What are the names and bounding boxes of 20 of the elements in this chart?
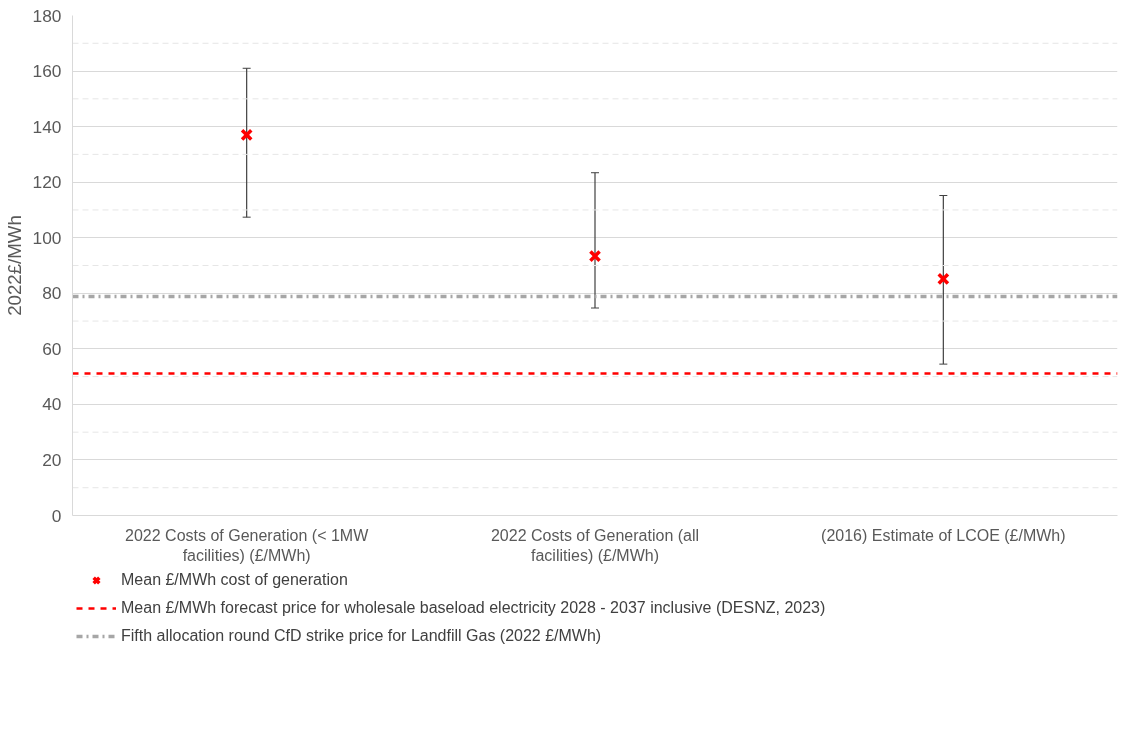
y-tick-label: 60: [42, 338, 62, 359]
y-tick-label: 100: [32, 227, 62, 248]
legend-label: Fifth allocation round CfD strike price for Landfill Gas (2022 £/MWh): [121, 627, 602, 645]
y-tick-label: 140: [32, 116, 62, 137]
legend-label: Mean £/MWh forecast price for wholesale baseload electricity 2028 - 2037 inclusive (DESNZ, 2023): [121, 599, 826, 617]
x-tick-label: 2022 Costs of Generation (< 1MW facilities) (£/MWh): [125, 526, 370, 564]
point: [588, 249, 602, 263]
y-tick-label: 20: [42, 449, 62, 470]
legend-label: Mean £/MWh cost of generation: [121, 571, 348, 589]
y-tick-label: 80: [42, 283, 62, 304]
y-tick-label: 40: [42, 394, 62, 415]
y-tick-label: 0: [51, 505, 62, 526]
y-tick-label: 180: [32, 5, 62, 26]
x-tick-label: 2022 Costs of Generation (all facilities) (£/MWh): [490, 526, 700, 564]
point: [240, 128, 254, 142]
x-tick-label: (2016) Estimate of LCOE (£/MWh): [821, 526, 1066, 544]
y-tick-label: 160: [32, 61, 62, 82]
y-tick-label: 120: [32, 172, 62, 193]
y-axis-title: 2022£/MWh: [3, 215, 25, 316]
point: [936, 272, 950, 286]
